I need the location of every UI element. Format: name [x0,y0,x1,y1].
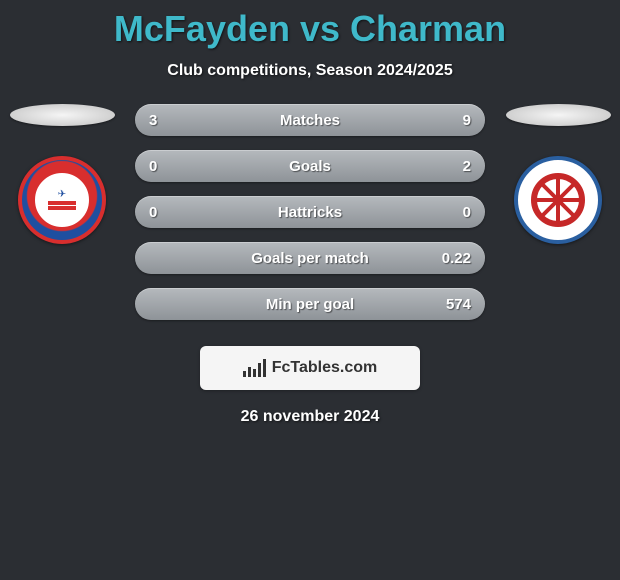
stat-right-value: 574 [431,296,471,313]
club-badge-left-inner-icon: ✈ [48,190,76,210]
chart-bars-icon [243,359,266,377]
stat-label: Min per goal [189,296,431,313]
main-row: ✈ 3 Matches 9 0 Goals 2 0 Hattricks 0 [0,104,620,334]
stat-label: Matches [189,112,431,129]
stat-right-value: 0 [431,204,471,221]
stat-label: Hattricks [189,204,431,221]
stats-column: 3 Matches 9 0 Goals 2 0 Hattricks 0 Goal… [135,104,485,334]
stat-row-min-per-goal: Min per goal 574 [135,288,485,320]
stat-label: Goals per match [189,250,431,267]
subtitle: Club competitions, Season 2024/2025 [0,62,620,80]
stat-right-value: 9 [431,112,471,129]
stat-row-matches: 3 Matches 9 [135,104,485,136]
stat-row-hattricks: 0 Hattricks 0 [135,196,485,228]
club-badge-left[interactable]: ✈ [18,156,106,244]
stat-left-value: 3 [149,112,189,129]
stat-row-goals-per-match: Goals per match 0.22 [135,242,485,274]
stat-row-goals: 0 Goals 2 [135,150,485,182]
player-left-column: ✈ [7,104,117,244]
club-badge-right[interactable] [514,156,602,244]
stat-right-value: 2 [431,158,471,175]
stat-left-value: 0 [149,158,189,175]
ship-wheel-icon [531,173,585,227]
brand-label: FcTables.com [272,359,378,377]
page-title: McFayden vs Charman [0,8,620,50]
stat-label: Goals [189,158,431,175]
player-right-avatar-placeholder [506,104,611,126]
brand-footer[interactable]: FcTables.com [200,346,420,390]
comparison-widget: McFayden vs Charman Club competitions, S… [0,0,620,426]
stat-left-value: 0 [149,204,189,221]
player-right-column [503,104,613,244]
player-left-avatar-placeholder [10,104,115,126]
stat-right-value: 0.22 [431,250,471,267]
date-label: 26 november 2024 [0,408,620,426]
